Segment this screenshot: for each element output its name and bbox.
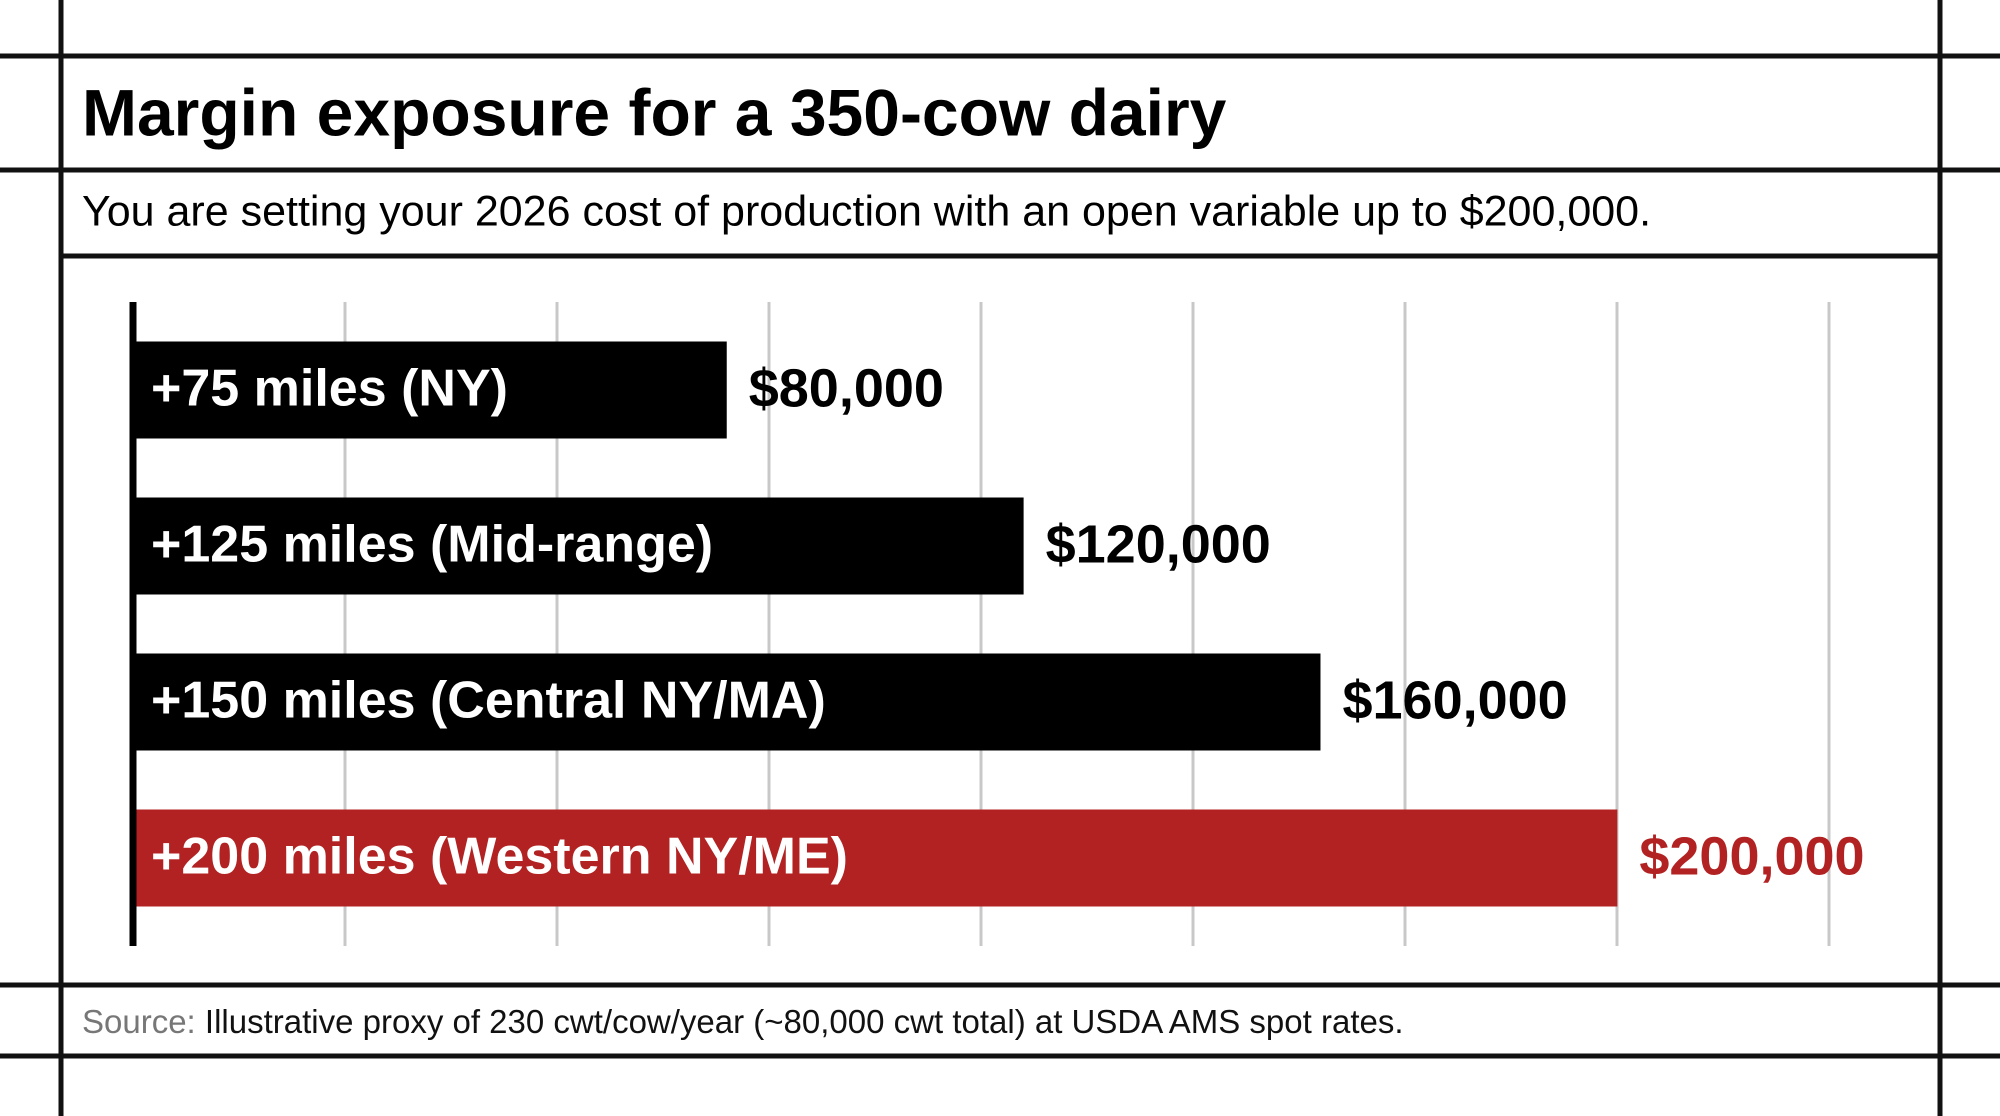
bar — [133, 341, 727, 439]
source-text: Illustrative proxy of 230 cwt/cow/year (… — [205, 1003, 1404, 1040]
bar — [133, 497, 1024, 595]
source-label: Source: — [82, 1003, 196, 1040]
value-label: $160,000 — [1342, 670, 1567, 730]
category-label: +200 miles (Western NY/ME) — [151, 828, 848, 886]
bar — [133, 809, 1618, 907]
category-label: +75 miles (NY) — [151, 360, 508, 418]
value-label: $200,000 — [1639, 826, 1864, 886]
value-label: $80,000 — [749, 358, 944, 418]
value-label: $120,000 — [1046, 514, 1271, 574]
plot-area: +75 miles (NY) $80,000 +125 miles (Mid-ran… — [129, 302, 1865, 946]
chart-subtitle: You are setting your 2026 cost of produc… — [82, 187, 1651, 235]
bar — [133, 653, 1321, 751]
source-note: Source: Illustrative proxy of 230 cwt/co… — [82, 1003, 1404, 1040]
category-label: +150 miles (Central NY/MA) — [151, 672, 826, 730]
chart-title: Margin exposure for a 350-cow dairy — [82, 75, 1227, 149]
category-label: +125 miles (Mid-range) — [151, 516, 713, 574]
